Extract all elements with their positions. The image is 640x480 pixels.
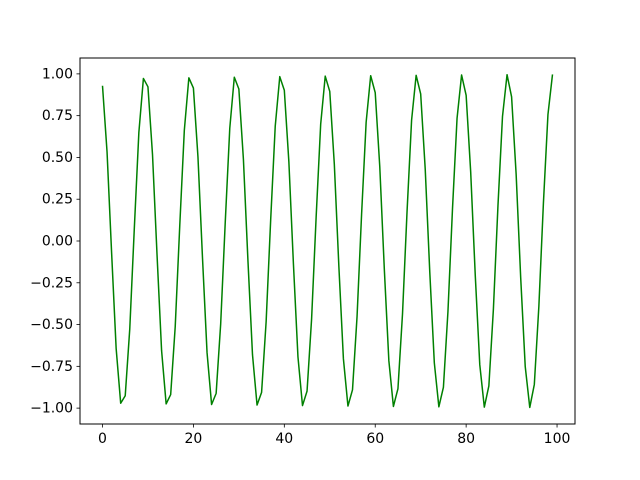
x-tick-label: 100 <box>544 431 571 447</box>
x-tick-label: 40 <box>275 431 293 447</box>
plot-area <box>80 58 575 424</box>
x-tick-label: 60 <box>366 431 384 447</box>
y-tick-label: 0.50 <box>42 150 73 166</box>
y-tick-label: 0.75 <box>42 108 73 124</box>
y-tick-label: −1.00 <box>30 401 73 417</box>
y-tick-label: 0.00 <box>42 234 73 250</box>
y-tick-label: 0.25 <box>42 192 73 208</box>
y-tick-label: 1.00 <box>42 66 73 82</box>
sine-wave-line <box>101 73 554 409</box>
x-tick-label: 0 <box>98 431 107 447</box>
y-tick-label: −0.25 <box>30 275 73 291</box>
x-tick-label: 80 <box>457 431 475 447</box>
x-tick-label: 20 <box>184 431 202 447</box>
y-tick-label: −0.75 <box>30 359 73 375</box>
y-tick-label: −0.50 <box>30 317 73 333</box>
